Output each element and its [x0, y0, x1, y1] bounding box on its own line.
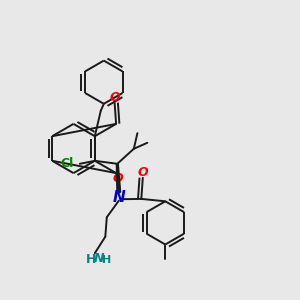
Text: H: H [102, 255, 111, 265]
Text: O: O [109, 91, 120, 104]
Text: O: O [137, 166, 148, 179]
Polygon shape [116, 164, 121, 192]
Text: O: O [112, 172, 123, 185]
Text: Cl: Cl [61, 157, 74, 170]
Text: N: N [112, 190, 125, 205]
Text: N: N [94, 252, 105, 265]
Text: H: H [86, 253, 96, 266]
